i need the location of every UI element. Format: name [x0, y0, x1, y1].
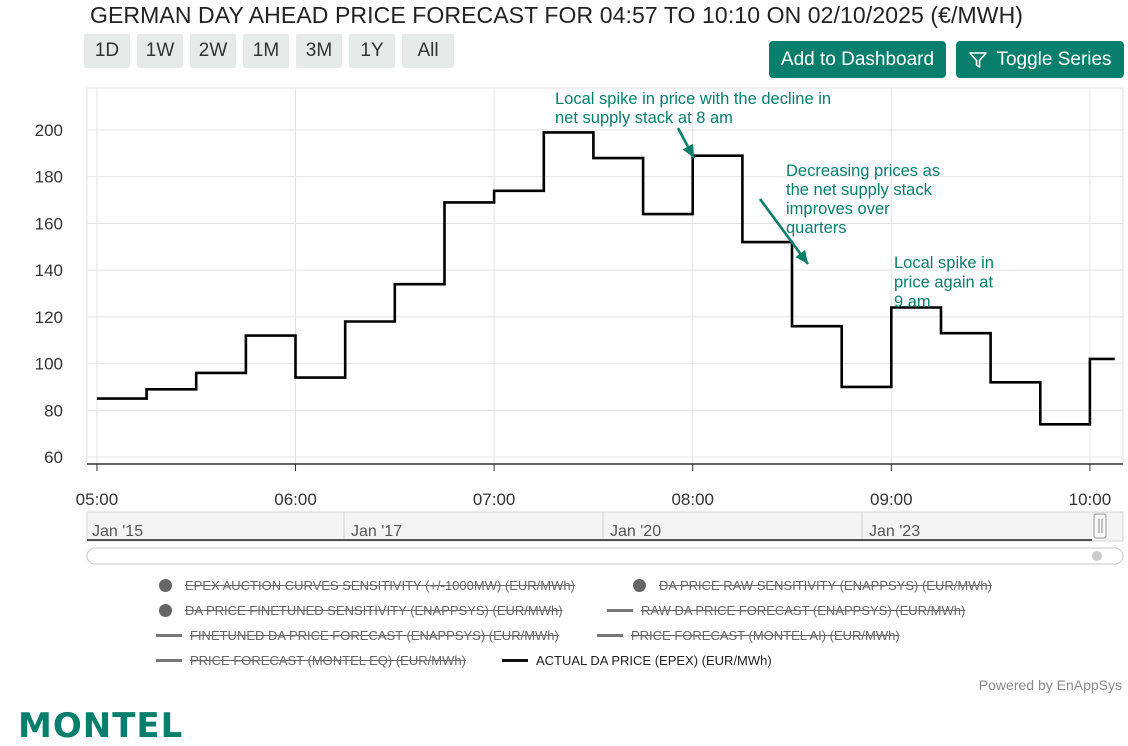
annotation-text: net supply stack at 8 am [555, 109, 733, 127]
powered-by-text: Powered by EnAppSys [978, 677, 1122, 693]
legend-marker-line [156, 634, 182, 637]
legend-item[interactable]: DA PRICE FINETUNED SENSITIVITY (ENAPPSYS… [150, 603, 563, 618]
legend-label: FINETUNED DA PRICE FORECAST (ENAPPSYS) (… [190, 628, 559, 643]
legend-marker-line [502, 659, 528, 662]
legend-item[interactable]: PRICE FORECAST (MONTEL AI) (EUR/MWh) [593, 628, 900, 643]
legend-item[interactable]: DA PRICE RAW SENSITIVITY (ENAPPSYS) (EUR… [624, 578, 992, 593]
scrollbar-track[interactable] [86, 547, 1124, 565]
annotations: Local spike in price with the decline in… [555, 90, 994, 311]
range-button-1y[interactable]: 1Y [349, 34, 395, 68]
montel-logo: MONTEL [18, 706, 184, 746]
x-tick-label: 06:00 [274, 490, 317, 509]
legend-marker-dot [159, 579, 172, 592]
legend-marker-line [597, 634, 623, 637]
annotation-text: quarters [786, 219, 847, 237]
x-tick-label: 05:00 [76, 490, 119, 509]
annotation-text: 9 am [894, 293, 931, 311]
x-tick-label: 07:00 [473, 490, 516, 509]
y-tick-label: 200 [35, 121, 63, 140]
grid [87, 88, 1123, 464]
legend-marker-line [607, 609, 633, 612]
legend-item[interactable]: FINETUNED DA PRICE FORECAST (ENAPPSYS) (… [152, 628, 559, 643]
chart: 60 80 100 120 140 160 180 200 05:00 06:00 07:00 08… [35, 87, 1124, 565]
legend-label: ACTUAL DA PRICE (EPEX) (EUR/MWh) [536, 653, 772, 668]
legend-item[interactable]: EPEX AUCTION CURVES SENSITIVITY (+/-1000… [150, 578, 575, 593]
legend-label: DA PRICE FINETUNED SENSITIVITY (ENAPPSYS… [185, 603, 563, 618]
annotation-text: improves over [786, 200, 890, 218]
navigator-labels: Jan '15 Jan '17 Jan '20 Jan '23 [92, 512, 920, 540]
range-button-2w[interactable]: 2W [190, 34, 236, 68]
navigator[interactable]: Jan '15 Jan '17 Jan '20 Jan '23 [86, 511, 1124, 542]
y-tick-label: 140 [35, 261, 63, 280]
legend-label: EPEX AUCTION CURVES SENSITIVITY (+/-1000… [185, 578, 575, 593]
range-button-3m[interactable]: 3M [296, 34, 342, 68]
annotation-arrow [758, 198, 810, 265]
y-axis: 60 80 100 120 140 160 180 200 [35, 121, 63, 467]
y-tick-label: 100 [35, 355, 63, 374]
legend-marker-dot [159, 604, 172, 617]
legend-item[interactable]: PRICE FORECAST (MONTEL EQ) (EUR/MWh) [152, 653, 466, 668]
range-button-1d[interactable]: 1D [84, 34, 130, 68]
filter-icon [969, 51, 988, 68]
y-tick-label: 80 [44, 401, 63, 420]
navigator-background [86, 511, 1124, 542]
x-tick-label: 09:00 [870, 490, 913, 509]
navigator-handle[interactable] [1093, 513, 1107, 539]
range-button-1w[interactable]: 1W [137, 34, 183, 68]
annotation-text: Local spike in price with the decline in [555, 90, 831, 108]
toggle-series-button[interactable]: Toggle Series [956, 41, 1124, 78]
x-tick-label: 08:00 [671, 490, 714, 509]
x-axis: 05:00 06:00 07:00 08:00 09:00 10:00 [76, 464, 1112, 509]
legend-item[interactable]: RAW DA PRICE FORECAST (ENAPPSYS) (EUR/MW… [603, 603, 965, 618]
y-tick-label: 180 [35, 168, 63, 187]
annotation-text: the net supply stack [786, 181, 933, 199]
legend-marker-line [156, 659, 182, 662]
annotation: Local spike in price again at9 am [894, 254, 994, 311]
range-button-1m[interactable]: 1M [243, 34, 289, 68]
toggle-series-label: Toggle Series [996, 48, 1112, 70]
range-selector: 1D 1W 2W 1M 3M 1Y All [84, 34, 454, 68]
legend-label: DA PRICE RAW SENSITIVITY (ENAPPSYS) (EUR… [659, 578, 992, 593]
annotation-arrow [676, 127, 696, 159]
navigator-label: Jan '17 [351, 523, 402, 540]
annotation-text: Decreasing prices as [786, 162, 940, 180]
legend-label: PRICE FORECAST (MONTEL AI) (EUR/MWh) [631, 628, 900, 643]
navigator-label: Jan '23 [869, 523, 920, 540]
legend-label: RAW DA PRICE FORECAST (ENAPPSYS) (EUR/MW… [641, 603, 966, 618]
add-to-dashboard-label: Add to Dashboard [780, 48, 935, 70]
y-tick-label: 160 [35, 214, 63, 233]
annotation: Local spike in price with the decline in… [555, 90, 831, 127]
annotation-text: price again at [894, 274, 993, 292]
annotation-text: Local spike in [894, 254, 994, 272]
x-tick-label: 10:00 [1069, 490, 1112, 509]
series-line-actual-da-price [96, 131, 1115, 426]
legend-marker-dot [633, 579, 646, 592]
chart-title: GERMAN DAY AHEAD PRICE FORECAST FOR 04:5… [90, 2, 1024, 28]
range-button-all[interactable]: All [402, 34, 454, 68]
navigator-label: Jan '20 [610, 523, 661, 540]
add-to-dashboard-button[interactable]: Add to Dashboard [769, 41, 946, 78]
legend-item[interactable]: ACTUAL DA PRICE (EPEX) (EUR/MWh) [498, 653, 772, 668]
scrollbar-thumb[interactable] [1092, 551, 1102, 561]
y-tick-label: 120 [35, 308, 63, 327]
navigator-label: Jan '15 [92, 523, 143, 540]
legend-label: PRICE FORECAST (MONTEL EQ) (EUR/MWh) [190, 653, 466, 668]
y-tick-label: 60 [44, 448, 63, 467]
